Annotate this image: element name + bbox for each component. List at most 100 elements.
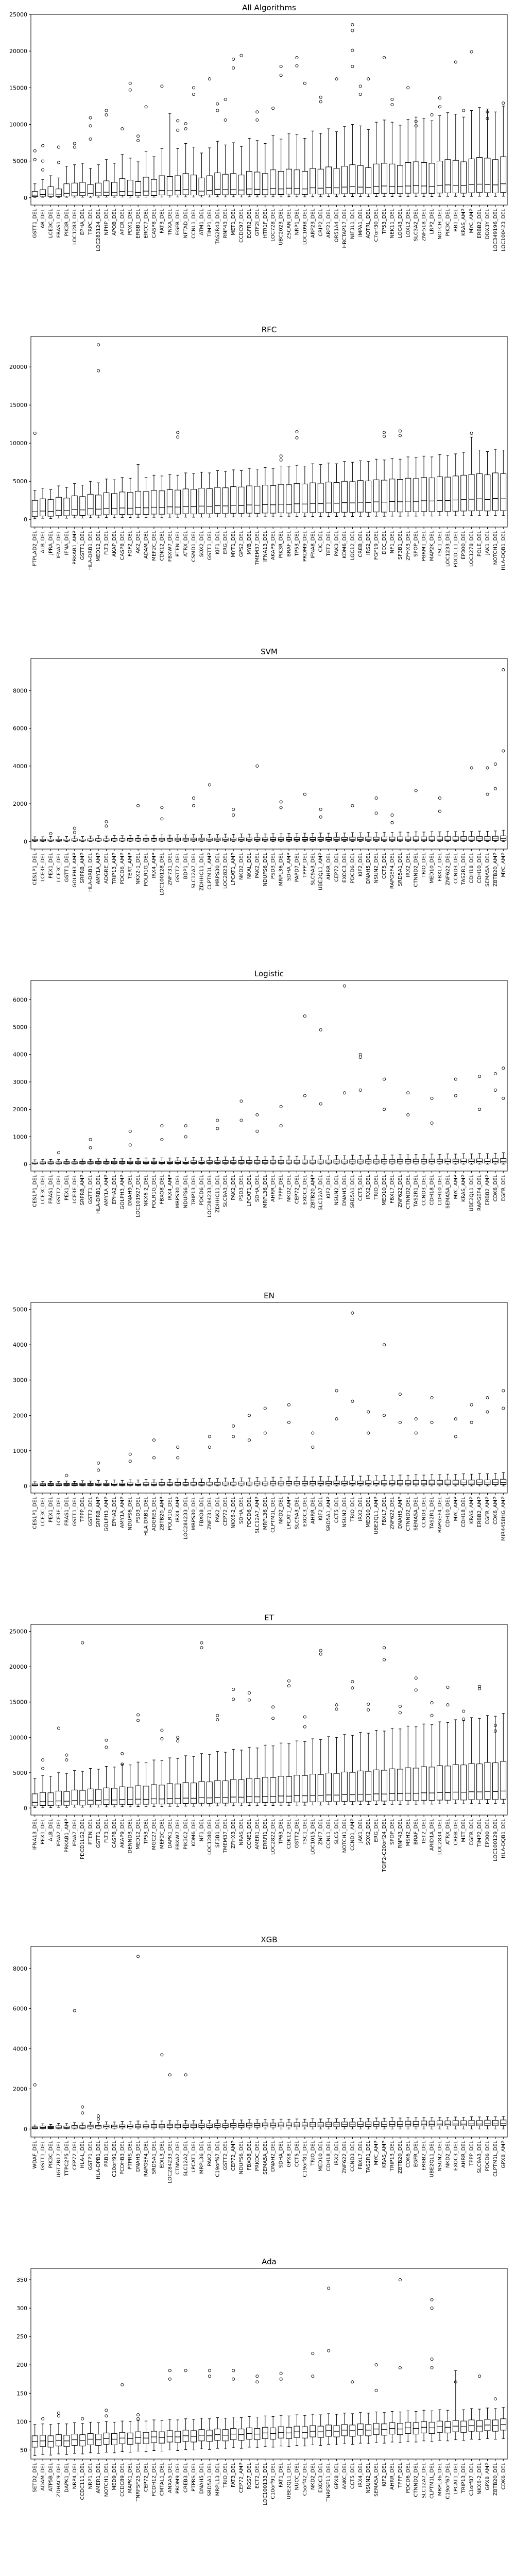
outlier-point — [335, 1707, 338, 1711]
box — [373, 1159, 380, 1164]
x-tick-label: PIK3C_DEL — [48, 2141, 54, 2168]
box — [95, 1789, 101, 1805]
outlier-point — [136, 2417, 140, 2420]
x-tick-label: LOC283124_DEL — [96, 209, 101, 251]
box — [460, 836, 467, 841]
outlier-point — [311, 2352, 315, 2355]
box — [397, 165, 403, 194]
x-tick-label: NSUN2_DEL — [342, 1497, 348, 1528]
x-tick-label: KIF2_DEL — [358, 853, 364, 877]
outlier-point — [382, 1414, 386, 1417]
x-tick-label: NSUN2_DEL — [437, 2141, 443, 2172]
x-tick-label: NDUFS6_DEL — [239, 2141, 245, 2175]
x-tick-label: CDK6_DEL — [405, 2141, 411, 2168]
box — [476, 157, 483, 193]
box — [437, 476, 443, 512]
x-tick-label: ECT2_DEL — [254, 2463, 260, 2489]
box — [405, 1159, 411, 1164]
outlier-point — [168, 2369, 171, 2372]
x-tick-label: C19orf67_DEL — [215, 2141, 220, 2177]
box — [421, 1159, 427, 1164]
box — [286, 484, 292, 514]
x-tick-label: LRP2_DEL — [430, 209, 435, 234]
x-tick-label: IRX4_DEL — [358, 2463, 364, 2487]
box — [389, 1480, 396, 1485]
axes-frame — [30, 14, 508, 206]
x-tick-label: EGFR_DEL — [414, 2141, 419, 2167]
y-tick-label: 50 — [20, 2447, 27, 2453]
outlier-point — [160, 1728, 164, 1732]
outlier-point — [279, 2371, 283, 2375]
box — [484, 1762, 491, 1800]
outlier-point — [216, 1127, 219, 1130]
x-tick-label: SPOP_DEL — [389, 1819, 395, 1845]
box — [79, 1790, 86, 1806]
box — [381, 163, 387, 194]
outlier-point — [287, 1403, 291, 1406]
outlier-point — [41, 168, 45, 172]
x-tick-label: EGFR2_DEL — [247, 209, 252, 239]
box — [111, 493, 117, 515]
outlier-point — [493, 1729, 497, 1733]
box — [476, 1158, 483, 1163]
x-tick-label: FBXO8_DEL — [159, 1175, 165, 1205]
x-tick-label: PDCD6_DEL — [350, 853, 355, 884]
x-tick-label: GPX8_AMP — [501, 2141, 506, 2168]
x-tick-label: DNAH5_DEL — [366, 853, 371, 884]
outlier-point — [184, 127, 187, 131]
y-tick-label: 4000 — [13, 1052, 27, 1058]
box — [31, 500, 38, 517]
x-tick-label: GOLPH3_AMP — [72, 853, 78, 888]
x-tick-label: TRIO_DEL — [374, 1175, 380, 1200]
x-tick-label: CCNL1_DEL — [191, 209, 197, 239]
x-tick-label: TERT_AMP — [128, 853, 133, 879]
x-tick-label: JPRA_DEL — [48, 531, 54, 555]
x-tick-label: LOC1098_DEL — [302, 209, 308, 245]
chart-panel-2: RFC 0 5000 10000 15000 20000 PTPLAD2_DEL ALB_DE… — [9, 325, 508, 570]
x-tick-label: NOTCH1_DEL — [493, 531, 499, 565]
outlier-point — [176, 1739, 180, 1743]
box — [214, 487, 221, 514]
outlier-point — [105, 109, 108, 112]
box — [238, 175, 245, 195]
outlier-point — [160, 806, 164, 809]
x-tick-label: DAPK1_DEL — [64, 2463, 70, 2493]
y-tick-label: 2000 — [13, 801, 27, 807]
box — [119, 1786, 126, 1805]
x-tick-label: ERBB1_DEL — [135, 209, 141, 239]
outlier-point — [462, 1709, 466, 1713]
x-tick-label: APOB_DEL — [112, 209, 117, 236]
outlier-point — [73, 145, 76, 149]
x-tick-label: ERG_DEL — [223, 531, 229, 554]
x-tick-label: KIF1_DEL — [215, 531, 220, 555]
x-tick-label: TAS2R1_DEL — [366, 2141, 371, 2174]
x-tick-label: GOLPH3_AMP — [119, 1175, 125, 1210]
outlier-point — [263, 1431, 267, 1435]
x-tick-label: EGFR_AMP — [485, 1497, 490, 1524]
outlier-point — [374, 2363, 378, 2367]
x-tick-label: HRCTAP17_DEL — [342, 209, 348, 248]
x-tick-label: IFNA13_DEL — [32, 1819, 38, 1850]
outlier-point — [176, 435, 180, 439]
outlier-point — [57, 2414, 61, 2418]
box — [143, 491, 149, 515]
x-tick-label: IRX2_DEL — [405, 853, 411, 877]
x-tick-label: FRAS1_DEL — [56, 209, 62, 238]
box — [492, 1158, 499, 1163]
outlier-point — [176, 128, 180, 132]
x-tick-label: NKD2_DEL — [279, 1497, 284, 1524]
x-tick-label: HTR1F_DEL — [263, 209, 268, 239]
outlier-point — [208, 77, 211, 81]
x-tick-label: MRPL36_DEL — [263, 1175, 268, 1208]
outlier-point — [208, 1435, 211, 1438]
x-tick-label: NRP1_DEL — [88, 2463, 94, 2489]
box — [405, 162, 411, 194]
x-tick-label: TP53_DEL — [144, 1819, 149, 1845]
axes-frame — [30, 1624, 508, 1816]
outlier-point — [81, 2111, 84, 2115]
x-tick-label: JAK1_DEL — [485, 531, 490, 556]
box — [135, 1785, 142, 1805]
x-tick-label: CCT5_DEL — [382, 853, 387, 879]
x-tick-label: IFNA2_DEL — [56, 1819, 62, 1846]
